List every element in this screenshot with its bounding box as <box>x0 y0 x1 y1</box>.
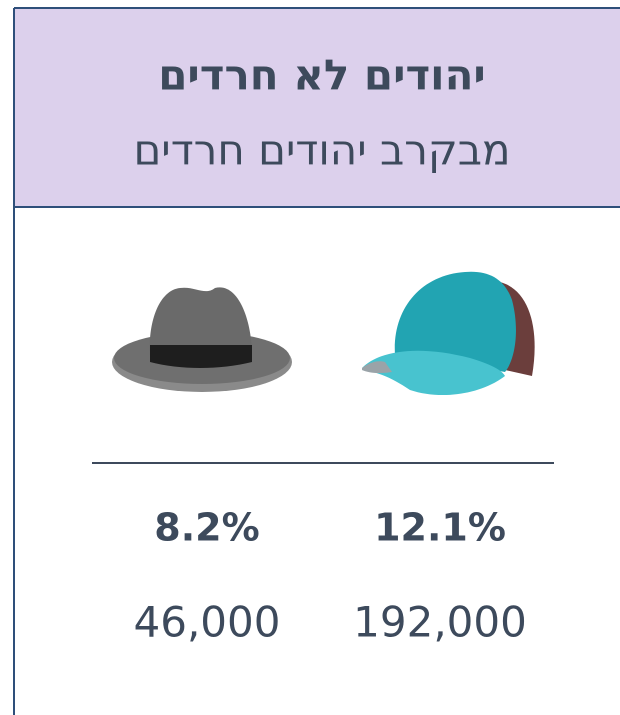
fedora-icon <box>112 287 292 392</box>
header-background <box>14 8 620 207</box>
subtitle: מבקרב יהודים חרדים <box>133 126 510 175</box>
count: 46,000 <box>134 598 281 647</box>
cap-icon <box>362 271 535 396</box>
count: 192,000 <box>353 598 527 647</box>
title: יהודים לא חרדים <box>158 51 486 100</box>
percent: 12.1% <box>374 506 506 550</box>
percent: 8.2% <box>154 506 259 550</box>
